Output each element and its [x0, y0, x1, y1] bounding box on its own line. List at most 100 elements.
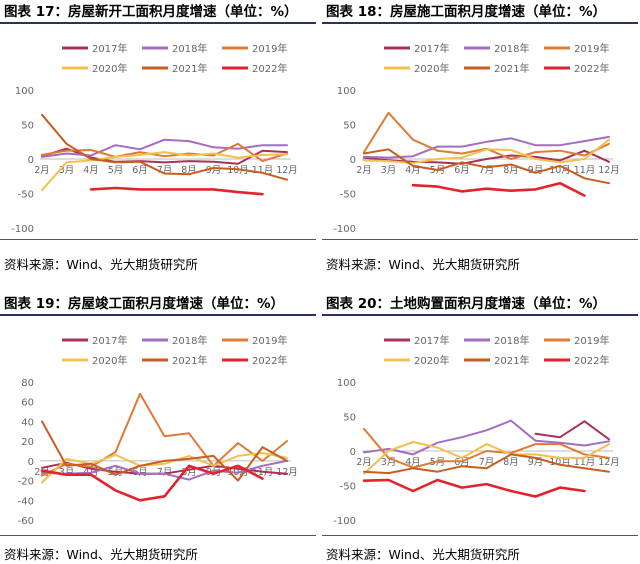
legend-label: 2019年: [574, 334, 609, 347]
legend-label: 2022年: [574, 62, 609, 75]
y-tick-label: -100: [11, 224, 34, 235]
series-line-2018年: [363, 135, 610, 159]
x-tick-label: 3月: [59, 467, 75, 478]
x-tick-label: 12月: [598, 457, 620, 468]
x-tick-label: 2月: [34, 165, 50, 176]
y-tick-label: 100: [337, 86, 356, 97]
series-line-2020年: [41, 452, 288, 484]
x-tick-label: 3月: [381, 165, 397, 176]
y-tick-label: -60: [18, 516, 34, 527]
legend-item: 2021年: [464, 354, 529, 367]
x-tick-label: 9月: [206, 165, 222, 176]
series-line-2018年: [363, 419, 610, 456]
legend-label: 2019年: [252, 42, 287, 55]
legend-label: 2017年: [414, 334, 449, 347]
legend-item: 2018年: [464, 334, 529, 347]
y-tick-label: -40: [18, 496, 34, 507]
chart-panel-completion: 图表 19：房屋竣工面积月度增速（单位：%） 2017年 2018年 2019年 20…: [0, 292, 316, 564]
y-tick-label: -20: [18, 477, 34, 488]
y-tick-label: 0: [350, 447, 356, 458]
legend-item: 2020年: [384, 62, 449, 75]
x-tick-label: 8月: [503, 165, 519, 176]
legend-item: 2022年: [222, 62, 287, 75]
y-tick-label: 40: [21, 417, 34, 428]
legend-item: 2021年: [464, 62, 529, 75]
series-line-2021年: [363, 453, 610, 475]
y-tick-label: 50: [343, 121, 356, 132]
source-rule: [322, 535, 638, 536]
chart-source: 资料来源：Wind、光大期货研究所: [326, 547, 520, 562]
x-tick-label: 7月: [479, 457, 495, 468]
x-tick-label: 5月: [430, 457, 446, 468]
series-line-2022年: [362, 478, 586, 498]
source-rule: [322, 239, 638, 240]
series-line-2020年: [363, 138, 610, 165]
x-tick-label: 9月: [528, 457, 544, 468]
legend-item: 2018年: [142, 42, 207, 55]
y-tick-label: 100: [15, 86, 34, 97]
legend-item: 2021年: [142, 354, 207, 367]
series-line-2020年: [363, 441, 610, 475]
y-tick-label: -100: [333, 224, 356, 235]
x-tick-label: 6月: [132, 467, 148, 478]
series-line-2019年: [363, 427, 610, 469]
x-tick-label: 3月: [59, 165, 75, 176]
series-line-2022年: [89, 186, 264, 196]
title-rule: [322, 22, 638, 24]
legend-item: 2020年: [62, 62, 127, 75]
source-rule: [0, 535, 316, 536]
chart-panel-new-construction: 图表 17：房屋新开工面积月度增速（单位：%） 2017年 2018年 2019年 2…: [0, 0, 316, 282]
legend-item: 2020年: [384, 354, 449, 367]
chart-source: 资料来源：Wind、光大期货研究所: [4, 257, 198, 272]
legend-label: 2020年: [92, 62, 127, 75]
legend-label: 2019年: [574, 42, 609, 55]
legend-item: 2019年: [222, 334, 287, 347]
x-tick-label: 12月: [276, 165, 298, 176]
y-tick-label: -50: [340, 482, 356, 493]
x-tick-label: 10月: [549, 165, 571, 176]
legend-item: 2019年: [544, 334, 609, 347]
x-tick-label: 6月: [132, 165, 148, 176]
legend-label: 2021年: [172, 62, 207, 75]
legend-label: 2022年: [252, 62, 287, 75]
chart-panel-land-purchase: 图表 20：土地购置面积月度增速（单位：%） 2017年 2018年 2019年 20…: [322, 292, 638, 564]
legend-item: 2017年: [62, 42, 127, 55]
x-tick-label: 2月: [356, 165, 372, 176]
x-tick-label: 8月: [503, 457, 519, 468]
legend-label: 2019年: [252, 334, 287, 347]
x-tick-label: 10月: [227, 165, 249, 176]
legend-label: 2018年: [494, 42, 529, 55]
legend-label: 2018年: [172, 42, 207, 55]
x-tick-label: 8月: [181, 467, 197, 478]
legend-item: 2018年: [142, 334, 207, 347]
y-tick-label: 100: [337, 378, 356, 389]
x-tick-label: 10月: [549, 457, 571, 468]
legend-label: 2021年: [172, 354, 207, 367]
y-tick-label: -50: [340, 190, 356, 201]
legend-item: 2018年: [464, 42, 529, 55]
chart-source: 资料来源：Wind、光大期货研究所: [326, 257, 520, 272]
chart-title: 图表 19：房屋竣工面积月度增速（单位：%）: [4, 296, 285, 312]
legend-item: 2017年: [62, 334, 127, 347]
legend-label: 2022年: [252, 354, 287, 367]
y-tick-label: 80: [21, 378, 34, 389]
title-rule: [0, 314, 316, 316]
legend-label: 2018年: [172, 334, 207, 347]
legend-label: 2020年: [92, 354, 127, 367]
x-tick-label: 9月: [528, 165, 544, 176]
x-tick-label: 6月: [454, 165, 470, 176]
x-tick-label: 7月: [157, 467, 173, 478]
series-line-2022年: [40, 464, 264, 502]
y-tick-label: 50: [21, 121, 34, 132]
x-tick-label: 12月: [598, 165, 620, 176]
chart-title: 图表 18：房屋施工面积月度增速（单位：%）: [326, 4, 607, 20]
legend-item: 2021年: [142, 62, 207, 75]
legend-item: 2020年: [62, 354, 127, 367]
y-tick-label: 0: [350, 155, 356, 166]
x-tick-label: 2月: [356, 457, 372, 468]
legend-label: 2021年: [494, 354, 529, 367]
y-tick-label: 50: [343, 413, 356, 424]
series-line-2021年: [363, 148, 610, 185]
y-tick-label: 0: [28, 155, 34, 166]
chart-title: 图表 20：土地购置面积月度增速（单位：%）: [326, 296, 607, 312]
